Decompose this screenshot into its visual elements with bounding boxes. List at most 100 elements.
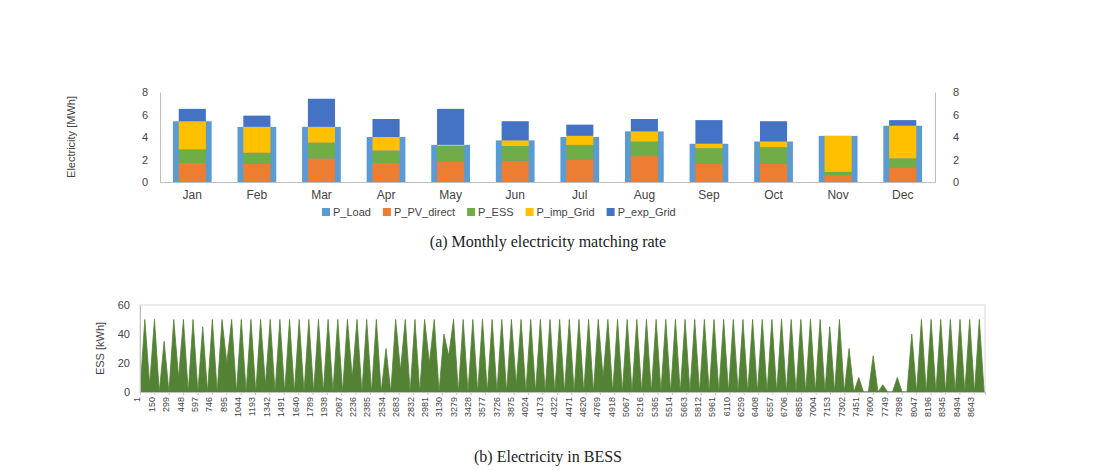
- chart-title: (b) Electricity in BESS: [474, 448, 622, 466]
- bar: [889, 120, 916, 126]
- tick-mark: [255, 392, 256, 395]
- bar: [372, 119, 399, 137]
- tick-mark: [169, 392, 170, 395]
- tick: Jan: [183, 182, 202, 202]
- tick: 8047: [909, 392, 919, 417]
- tick-label: 4769: [592, 397, 602, 417]
- legend-swatch: [607, 208, 615, 216]
- tick: 7749: [880, 392, 890, 417]
- tick: 8196: [923, 392, 933, 417]
- tick: 40: [118, 328, 140, 340]
- tick: 5365: [650, 392, 660, 417]
- tick: 5812: [693, 392, 703, 417]
- bar: [243, 116, 270, 127]
- legend-item: P_exp_Grid: [607, 206, 676, 218]
- tick: 5067: [621, 392, 631, 417]
- tick: 5961: [707, 392, 717, 417]
- tick-label: 0: [124, 386, 130, 398]
- bar: [566, 125, 593, 136]
- tick-label: 4471: [564, 397, 574, 417]
- bar: [631, 156, 658, 182]
- tick-label: 6855: [794, 397, 804, 417]
- axis-title: Electricity [MWh]: [65, 96, 77, 178]
- series: [179, 156, 917, 182]
- tick-label: 4322: [549, 397, 559, 417]
- tick-mark: [801, 392, 802, 395]
- tick-mark: [816, 392, 817, 395]
- tick-label: 2385: [362, 397, 372, 417]
- tick-label: 2981: [420, 397, 430, 417]
- bar: [308, 99, 335, 127]
- tick: Oct: [764, 182, 783, 202]
- legend-swatch: [383, 208, 391, 216]
- tick-mark: [830, 392, 831, 395]
- tick: 4769: [592, 392, 602, 417]
- bar: [760, 142, 787, 148]
- bar: [754, 142, 793, 183]
- tick: 5663: [679, 392, 689, 417]
- tick-label: 1193: [247, 397, 257, 416]
- tick: 8494: [952, 392, 962, 417]
- tick: 4620: [578, 392, 588, 417]
- tick-label: 2087: [334, 397, 344, 417]
- tick-label: 1938: [319, 397, 329, 417]
- bar: [173, 121, 212, 182]
- tick: 0: [935, 176, 959, 188]
- tick-label: 7153: [822, 397, 832, 417]
- bar: [502, 146, 529, 161]
- tick-mark: [356, 392, 357, 395]
- tick-label: 6: [953, 109, 959, 121]
- tick-mark: [571, 392, 572, 395]
- tick-label: May: [439, 188, 462, 202]
- axis-line: [141, 393, 986, 396]
- tick-mark: [772, 392, 773, 395]
- y-axis: 02468: [142, 86, 161, 188]
- tick-mark: [413, 392, 414, 395]
- tick-label: 40: [118, 328, 130, 340]
- tick: 1491: [276, 392, 286, 417]
- bar: [496, 140, 535, 182]
- tick: Feb: [247, 182, 268, 202]
- tick: 6706: [779, 392, 789, 417]
- tick-label: 5216: [635, 397, 645, 417]
- tick-label: Jul: [572, 188, 587, 202]
- bar: [760, 121, 787, 141]
- tick-label: 5961: [707, 397, 717, 417]
- tick-mark: [873, 392, 874, 395]
- plot-frame: [140, 305, 985, 392]
- tick-label: 6: [142, 109, 148, 121]
- bar: [695, 144, 722, 149]
- tick-label: 6110: [722, 397, 732, 416]
- tick-mark: [729, 392, 730, 395]
- bar: [308, 127, 335, 143]
- series: [179, 121, 917, 172]
- tick: 8: [142, 86, 160, 98]
- tick: 597: [190, 392, 200, 412]
- bar: [690, 144, 729, 182]
- tick: May: [439, 182, 462, 202]
- tick-mark: [241, 392, 242, 395]
- bar: [566, 160, 593, 183]
- tick: Jun: [506, 182, 525, 202]
- tick-mark: [902, 392, 903, 395]
- tick-mark: [643, 392, 644, 395]
- tick: 4173: [535, 392, 545, 417]
- tick-label: 4620: [578, 397, 588, 417]
- bar: [179, 163, 206, 182]
- tick-label: 5812: [693, 397, 703, 417]
- bar: [243, 164, 270, 182]
- tick-mark: [931, 392, 932, 395]
- tick-mark: [528, 392, 529, 395]
- bar: [437, 145, 464, 146]
- tick-label: 6557: [765, 397, 775, 417]
- tick-label: 7451: [851, 397, 861, 417]
- tick: 895: [219, 392, 229, 412]
- tick: 1640: [290, 392, 300, 417]
- tick-mark: [212, 392, 213, 395]
- tick-label: 8: [142, 86, 148, 98]
- legend: P_LoadP_PV_directP_ESSP_imp_GridP_exp_Gr…: [322, 206, 676, 218]
- tick-label: 7004: [808, 397, 818, 417]
- tick: 5514: [664, 392, 674, 417]
- tick-label: Oct: [764, 188, 783, 202]
- tick: 1789: [305, 392, 315, 417]
